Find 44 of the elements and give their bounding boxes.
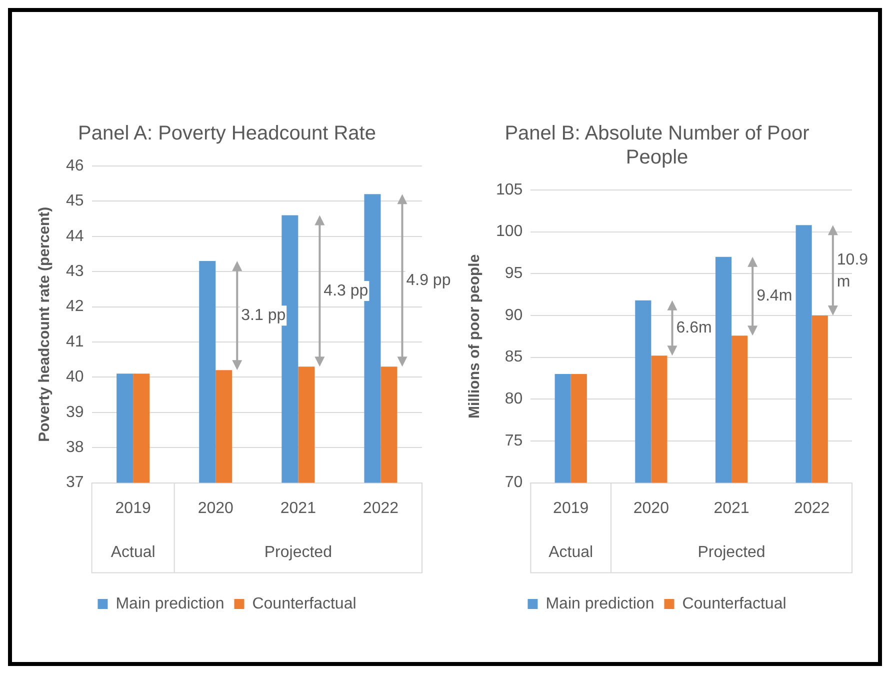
legend-label: Main prediction [546,595,654,612]
x-tick-label: 2021 [714,500,750,517]
y-tick-label: 75 [504,432,523,450]
legend-label: Counterfactual [682,595,786,612]
x-tick-label: 2022 [794,500,830,517]
legend-label: Main prediction [116,595,224,612]
y-tick-label: 100 [496,223,523,240]
annotation: 10.9 m [836,252,868,291]
y-axis-title: Millions of poor people [466,254,484,418]
x-tick-label: 2020 [198,500,234,517]
annotation: 4.9 pp [406,272,451,289]
annotation: 9.4m [756,288,792,305]
y-axis-title: Poverty headcount rate (percent) [36,206,54,442]
y-tick-label: 45 [66,192,84,210]
chart-title: Panel B: Absolute Number of Poor People [504,122,810,169]
text: Actual [548,544,594,562]
y-tick-label: 105 [496,181,523,198]
text: Projected [698,544,766,562]
y-tick-label: 43 [66,263,84,280]
legend-label: Counterfactual [252,595,356,612]
y-tick-label: 38 [66,439,84,456]
annotation: 3.1 pp [241,307,286,324]
annotation: 6.6m [676,319,712,336]
y-tick-label: 44 [66,228,84,245]
y-tick-label: 39 [66,404,84,421]
x-tick-label: 2022 [362,500,399,517]
annotation: 4.3 pp [324,282,368,300]
y-tick-label: 70 [504,474,523,492]
y-tick-label: 85 [504,348,523,366]
y-tick-label: 41 [66,333,84,350]
x-tick-label: 2019 [115,500,151,517]
y-tick-label: 37 [66,474,84,492]
y-tick-label: 95 [504,265,523,282]
text: Actual [110,544,156,562]
y-tick-label: 90 [504,306,523,324]
x-tick-label: 2019 [553,500,589,517]
y-tick-label: 42 [66,298,84,316]
chart-title: Panel A: Poverty Headcount Rate [78,122,376,145]
y-tick-label: 80 [504,390,523,408]
x-tick-label: 2020 [633,500,670,517]
x-tick-label: 2021 [280,500,316,517]
y-tick-label: 46 [66,157,84,174]
y-tick-label: 40 [66,368,84,386]
text: Projected [264,544,332,562]
